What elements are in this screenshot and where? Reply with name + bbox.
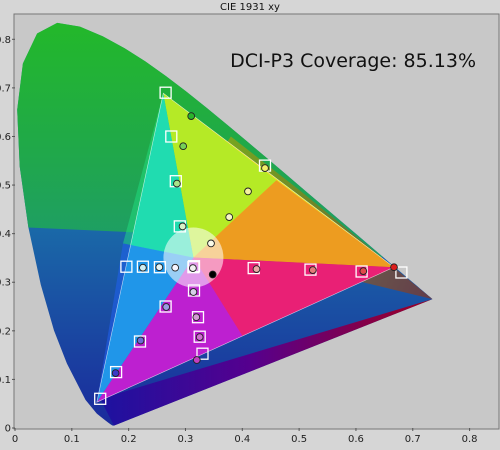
measured-point bbox=[308, 266, 317, 274]
measured-point bbox=[162, 303, 171, 311]
target-square bbox=[136, 260, 150, 273]
gamut-violet-blend bbox=[96, 257, 243, 403]
target-square bbox=[196, 347, 209, 360]
measured-point bbox=[179, 142, 188, 151]
measured-point bbox=[187, 112, 196, 120]
measured-point bbox=[208, 270, 217, 279]
y-tick-label: 0.1 bbox=[0, 375, 11, 386]
x-tick-label: 0.8 bbox=[462, 434, 478, 445]
y-tick-label: 0.2 bbox=[0, 326, 11, 337]
measured-point bbox=[252, 265, 261, 273]
target-square bbox=[94, 392, 107, 405]
target-square bbox=[133, 335, 147, 348]
measured-point bbox=[139, 263, 147, 272]
y-tick-label: 0 bbox=[5, 424, 11, 435]
measured-point bbox=[225, 213, 234, 221]
coverage-annotation: DCI-P3 Coverage: 85.13% bbox=[230, 50, 476, 72]
measured-point bbox=[136, 336, 145, 345]
measured-point bbox=[390, 263, 398, 272]
target-square bbox=[109, 365, 123, 379]
measured-point bbox=[192, 356, 201, 364]
data-series bbox=[94, 86, 408, 405]
target-square bbox=[395, 266, 408, 279]
gamut-teal-blend bbox=[123, 93, 194, 258]
gamut-triangle bbox=[96, 92, 395, 403]
measured-point bbox=[195, 333, 204, 341]
gamut-red-blend bbox=[193, 257, 394, 336]
measured-point bbox=[178, 222, 187, 231]
gamut-white-center bbox=[163, 227, 224, 288]
y-tick-label: 0.3 bbox=[0, 278, 11, 289]
y-tick-label: 0.4 bbox=[0, 229, 11, 240]
measured-point bbox=[171, 263, 180, 272]
x-tick-label: 0.1 bbox=[64, 434, 80, 445]
target-square bbox=[153, 261, 167, 274]
measured-point bbox=[155, 263, 164, 272]
x-tick-label: 0 bbox=[12, 434, 18, 445]
chart-title: CIE 1931 xy bbox=[220, 2, 280, 13]
x-tick-label: 0.5 bbox=[291, 434, 307, 445]
target-square bbox=[120, 260, 133, 273]
target-square bbox=[165, 130, 178, 143]
target-square bbox=[159, 300, 172, 313]
measured-point bbox=[189, 264, 197, 272]
y-tick-label: 0.6 bbox=[0, 132, 11, 143]
x-tick-label: 0.2 bbox=[121, 434, 137, 445]
x-tick-label: 0.3 bbox=[178, 434, 194, 445]
y-tick-label: 0.8 bbox=[0, 35, 11, 46]
gamut-outline bbox=[96, 92, 395, 403]
gamut-blue-blend bbox=[96, 243, 194, 403]
measured-point bbox=[261, 164, 269, 172]
x-tick-label: 0.4 bbox=[234, 434, 250, 445]
locus-purple-region bbox=[100, 299, 433, 426]
measured-point bbox=[207, 239, 215, 248]
y-tick-label: 0.7 bbox=[0, 83, 11, 94]
measured-point bbox=[359, 267, 368, 275]
axes: 00 0.1 0.1 0.2 0.2 0.3 0.3 0.4 0.4 0.5 0.5 0.6 0.6 0.… bbox=[0, 35, 478, 445]
target-square bbox=[159, 86, 172, 99]
target-square bbox=[193, 330, 206, 343]
x-tick-label: 0.6 bbox=[348, 434, 364, 445]
measured-point bbox=[111, 369, 120, 377]
gamut-green-blend bbox=[163, 93, 277, 258]
measured-point bbox=[244, 187, 252, 196]
x-tick-label: 0.7 bbox=[405, 434, 421, 445]
target-square bbox=[187, 284, 201, 297]
measured-point bbox=[189, 288, 198, 296]
measured-point bbox=[192, 313, 201, 322]
measured-point bbox=[173, 179, 181, 188]
y-tick-label: 0.5 bbox=[0, 181, 11, 192]
gamut-orange-blend bbox=[193, 180, 394, 268]
